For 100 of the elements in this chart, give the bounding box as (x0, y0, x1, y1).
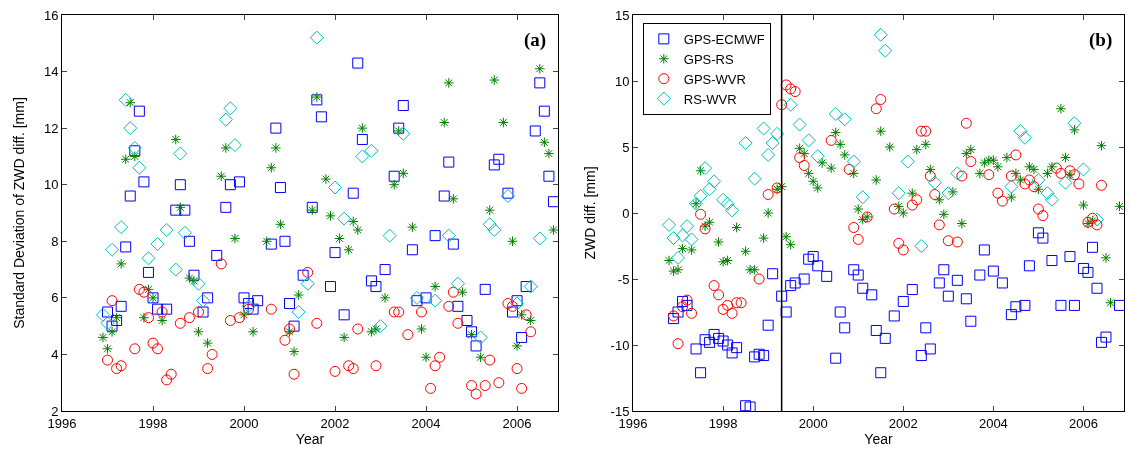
point (941, 186, 956, 201)
y-tick-label: 15 (614, 7, 630, 23)
y-tick-label: 14 (43, 64, 59, 80)
y-tick-label: -5 (617, 271, 630, 287)
x-axis-title: Year (295, 430, 325, 447)
point (233, 312, 245, 324)
point (479, 380, 491, 392)
annotation: (b) (1089, 29, 1113, 51)
point (115, 360, 127, 372)
point (114, 220, 129, 235)
y-tick-label: 5 (622, 139, 630, 155)
point (493, 377, 505, 389)
point (502, 298, 514, 310)
point (127, 140, 142, 155)
legend-label: GPS-ECMWF (683, 31, 765, 47)
point (511, 363, 523, 375)
point (761, 147, 776, 162)
point (846, 154, 861, 169)
point (452, 317, 464, 329)
point (309, 30, 324, 45)
point (675, 228, 690, 243)
point (783, 97, 798, 112)
point (223, 101, 238, 116)
point (507, 300, 518, 312)
point (133, 283, 145, 295)
point (355, 149, 370, 164)
x-tick-label: 2004 (978, 415, 1008, 431)
point (470, 388, 482, 400)
x-tick-label: 2002 (888, 415, 918, 431)
point (425, 382, 437, 394)
point (725, 203, 740, 218)
point (1017, 130, 1032, 145)
point (159, 222, 174, 237)
y-tick-label: 6 (51, 290, 59, 306)
point (129, 343, 141, 355)
point (152, 343, 164, 355)
point (111, 363, 123, 375)
point (95, 307, 110, 322)
point (1013, 124, 1028, 139)
point (218, 112, 233, 127)
point (161, 374, 173, 386)
legend-label: RS-WVR (683, 91, 737, 107)
point (196, 293, 211, 308)
point (510, 296, 525, 311)
point (291, 305, 306, 319)
point (914, 239, 929, 253)
point (520, 309, 532, 321)
point (1004, 179, 1019, 194)
point (202, 363, 214, 375)
point (523, 279, 538, 294)
point (382, 228, 397, 243)
x-tick-label: 2000 (798, 415, 828, 431)
point (337, 211, 352, 226)
y-axis-title: Standard Deviation of ZWD diff. [mm] (11, 97, 27, 329)
point (738, 136, 753, 151)
y-tick-label: 12 (43, 120, 59, 136)
point (156, 306, 168, 318)
point (484, 354, 496, 366)
point (680, 219, 695, 234)
x-axis-title: Year (864, 430, 893, 447)
point (878, 43, 893, 58)
y-tick-label: 0 (622, 205, 630, 221)
point (241, 299, 256, 314)
point (100, 316, 115, 331)
point (747, 171, 762, 186)
point (138, 286, 150, 298)
point (473, 330, 488, 345)
annotation: (a) (524, 29, 547, 51)
point (173, 146, 188, 161)
point (393, 306, 405, 318)
point (671, 250, 686, 265)
point (450, 276, 465, 291)
point (765, 136, 780, 151)
point (227, 138, 242, 153)
x-tick-label: 2006 (1069, 415, 1098, 431)
y-axis-title: ZWD diff. [mm] (582, 166, 598, 260)
point (415, 306, 427, 318)
point (328, 180, 343, 195)
y-tick-label: 10 (43, 177, 59, 193)
point (177, 225, 192, 240)
point (429, 360, 441, 372)
point (279, 334, 291, 346)
point (168, 262, 183, 277)
point (141, 251, 156, 266)
point (720, 196, 735, 211)
point (402, 329, 414, 341)
point (702, 182, 717, 197)
point (891, 186, 906, 201)
point (206, 348, 218, 360)
point (102, 354, 113, 366)
point (118, 92, 133, 107)
x-tick-label: 2004 (411, 415, 441, 431)
point (792, 117, 807, 132)
point (311, 317, 323, 329)
point (516, 382, 528, 394)
point (532, 231, 547, 246)
x-tick-label: 2000 (229, 415, 259, 431)
point (364, 143, 379, 158)
point (693, 188, 708, 203)
point (370, 360, 382, 372)
